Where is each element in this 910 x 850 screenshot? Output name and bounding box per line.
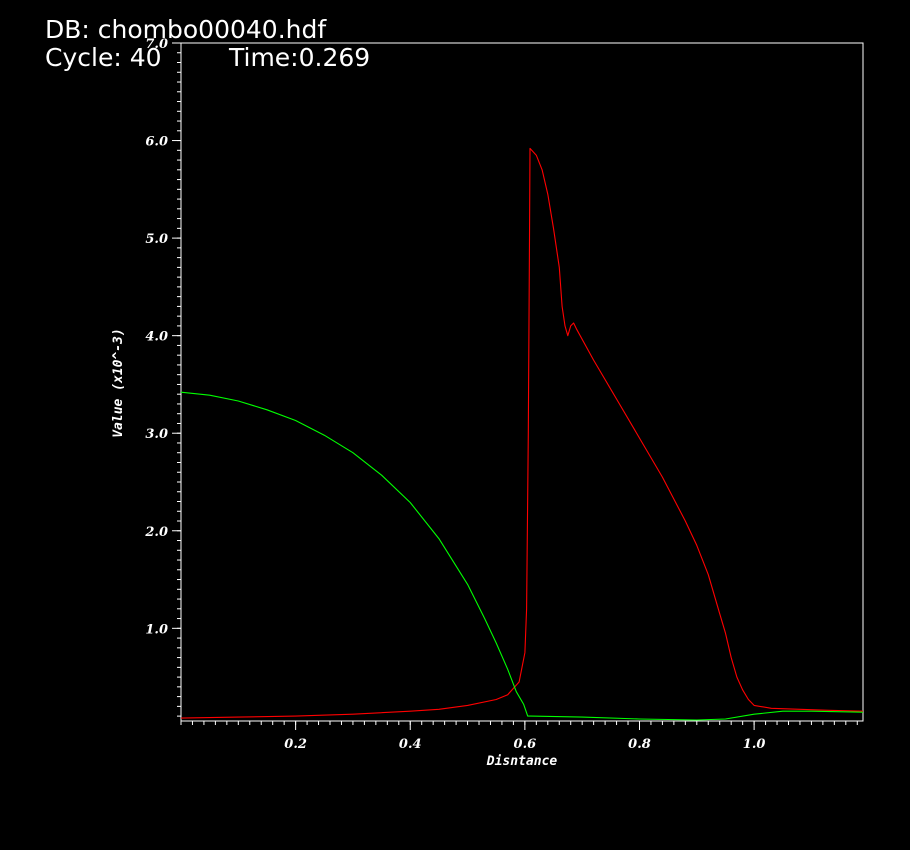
y-tick-label: 6.0 [145, 135, 168, 150]
y-axis-minor-ticks [177, 42, 181, 717]
x-tick-label: 0.8 [628, 737, 651, 752]
x-tick-label: 1.0 [743, 737, 766, 752]
y-tick-label: 3.0 [145, 427, 168, 442]
x-axis-minor-ticks [180, 721, 858, 725]
y-axis-title: Value (x10^-3) [111, 328, 126, 438]
y-tick-label: 2.0 [144, 525, 168, 540]
y-tick-label: 4.0 [145, 330, 168, 345]
x-axis-ticks: 0.2 0.4 0.6 0.8 1.0 [284, 721, 765, 752]
x-tick-label: 0.2 [284, 737, 307, 752]
x-tick-label: 0.6 [514, 737, 537, 752]
series-line-2 [180, 391, 864, 721]
x-tick-label: 0.4 [399, 737, 422, 752]
y-tick-label: 1.0 [145, 622, 168, 637]
y-axis-ticks: 1.0 2.0 3.0 4.0 5.0 6.0 7.0 [144, 37, 181, 637]
series-line-1 [180, 147, 864, 719]
series-layer [180, 147, 864, 721]
x-axis-title: Disntance [486, 754, 558, 769]
database-label: DB: chombo00040.hdf [45, 15, 327, 44]
time-label: Time:0.269 [229, 43, 371, 72]
y-tick-label: 7.0 [145, 37, 168, 52]
y-tick-label: 5.0 [145, 232, 168, 247]
plot-frame [180, 42, 864, 722]
cycle-label: Cycle: 40 [45, 43, 162, 72]
